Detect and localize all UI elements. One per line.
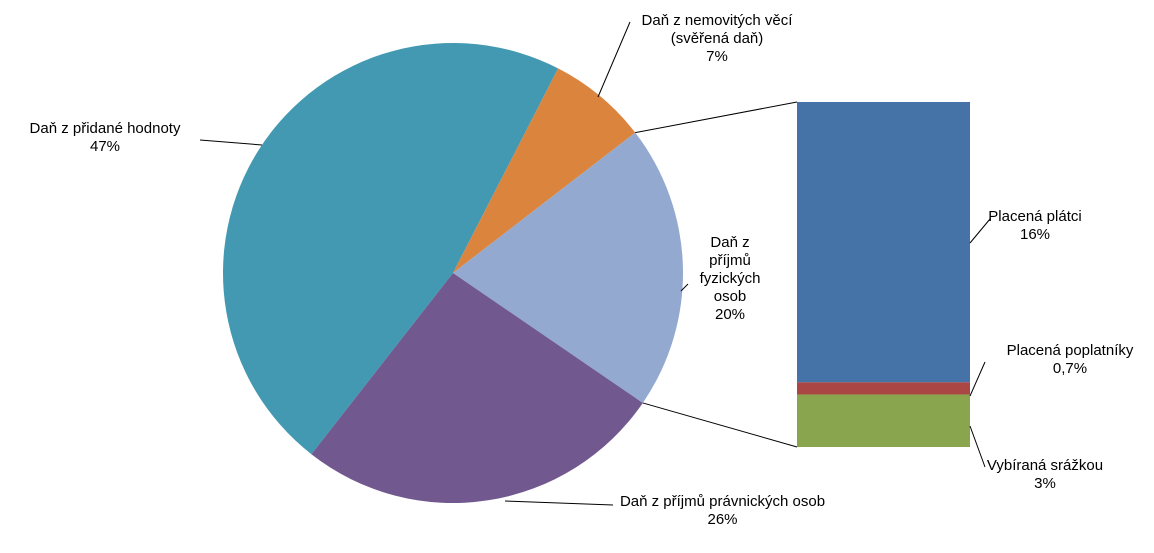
bar-segment <box>797 394 970 447</box>
label-name: Daň z příjmů fyzických osob <box>699 234 761 305</box>
label-value: 47% <box>89 138 121 155</box>
label-value: 7% <box>706 48 728 65</box>
label-value: 20% <box>714 306 746 323</box>
bar-segment <box>797 102 970 383</box>
pie-slice <box>223 43 559 455</box>
label-name: Placená poplatníky <box>1006 342 1134 359</box>
label-value: 26% <box>707 511 738 528</box>
data-label: Vybíraná srážkou 3% <box>975 457 1115 493</box>
pie-slice <box>453 132 684 403</box>
label-name: Daň z příjmů právnických osob <box>619 493 826 510</box>
label-name: Daň z přidané hodnoty <box>29 120 181 137</box>
data-label: Placená plátci 16% <box>975 208 1095 244</box>
pie-slice <box>311 273 643 503</box>
data-label: Daň z příjmů fyzických osob 20% <box>690 234 770 324</box>
label-name: Vybíraná srážkou <box>986 457 1104 474</box>
connector <box>635 101 798 134</box>
label-value: 3% <box>1034 475 1056 492</box>
data-label: Daň z příjmů právnických osob 26% <box>615 493 830 529</box>
leader-line <box>597 21 631 98</box>
leader-line <box>969 425 986 468</box>
leader-line <box>199 139 263 146</box>
leader-line <box>504 500 614 506</box>
data-label: Placená poplatníky 0,7% <box>985 342 1154 378</box>
data-label: Daň z nemovitých věcí (svěřená daň) 7% <box>632 12 802 66</box>
data-label: Daň z přidané hodnoty 47% <box>5 120 205 156</box>
pie-slice <box>453 68 636 273</box>
leader-line <box>969 361 986 397</box>
connector <box>642 402 798 448</box>
leader-line <box>969 218 991 244</box>
label-value: 16% <box>1019 226 1051 243</box>
label-name: Placená plátci <box>988 208 1082 225</box>
label-name: Daň z nemovitých věcí (svěřená daň) <box>641 12 793 47</box>
bar-segment <box>797 382 970 395</box>
leader-line <box>680 283 689 292</box>
label-value: 0,7% <box>1052 360 1088 377</box>
